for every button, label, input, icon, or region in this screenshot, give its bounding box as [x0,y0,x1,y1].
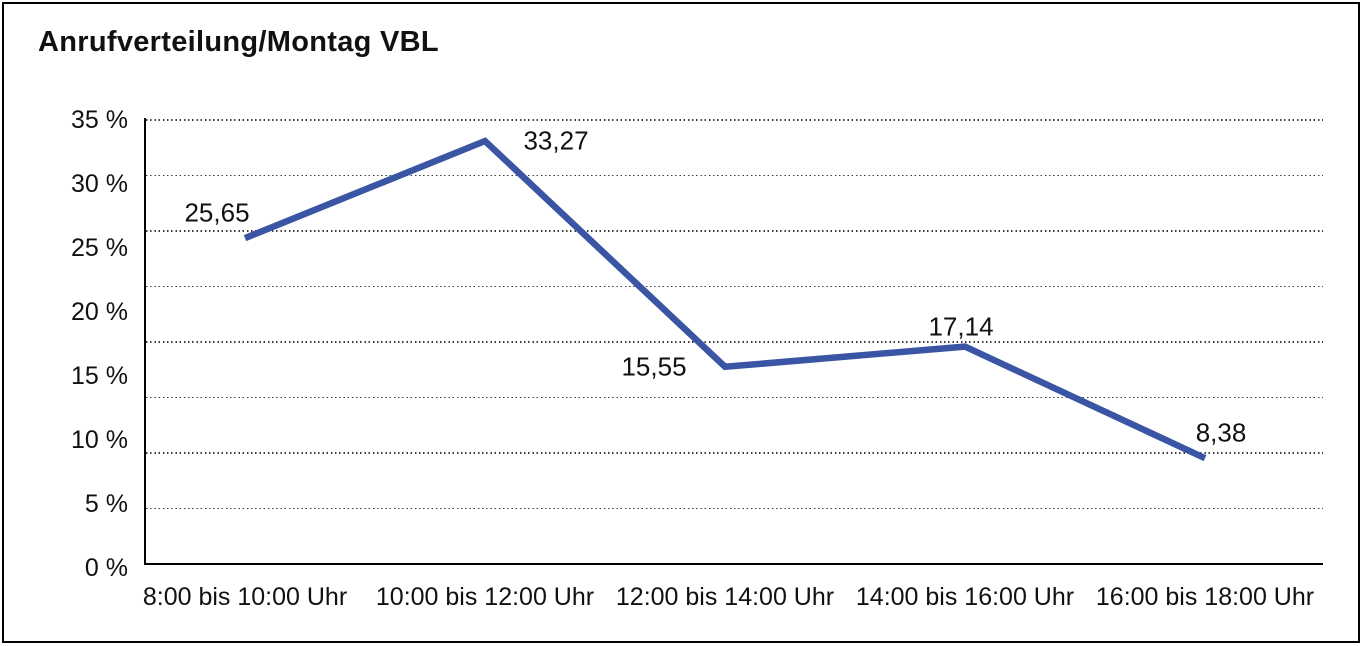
chart-title: Anrufverteilung/Montag VBL [38,26,439,58]
data-point-label: 25,65 [184,197,250,228]
x-axis-line [144,562,1323,565]
gridline [146,119,1323,121]
y-axis-tick-label: 20 % [71,298,128,326]
y-axis-tick-label: 15 % [71,362,128,390]
data-point-label: 8,38 [1195,417,1247,448]
y-axis-tick-label: 30 % [71,170,128,198]
x-axis-category-label: 14:00 bis 16:00 Uhr [855,583,1075,611]
gridline [146,230,1323,232]
y-axis-tick-label: 0 % [84,554,128,582]
x-axis-category-label: 12:00 bis 14:00 Uhr [615,583,835,611]
series-line [243,137,1207,462]
gridline [146,285,1323,287]
y-axis-tick-label: 5 % [84,490,128,518]
data-point-label: 17,14 [928,311,994,342]
data-point-label: 15,55 [621,351,687,382]
x-axis-category-label: 8:00 bis 10:00 Uhr [142,583,348,611]
y-axis-tick-label: 25 % [71,234,128,262]
x-axis-category-label: 16:00 bis 18:00 Uhr [1095,583,1315,611]
gridline [146,507,1323,509]
y-axis-tick-label: 10 % [71,426,128,454]
gridline [146,452,1323,454]
gridline [146,341,1323,343]
y-axis-tick-label: 35 % [71,106,128,134]
data-point-label: 33,27 [523,125,589,156]
gridline [146,174,1323,176]
y-axis-line [144,118,146,565]
gridline [146,396,1323,398]
x-axis-category-label: 10:00 bis 12:00 Uhr [375,583,595,611]
